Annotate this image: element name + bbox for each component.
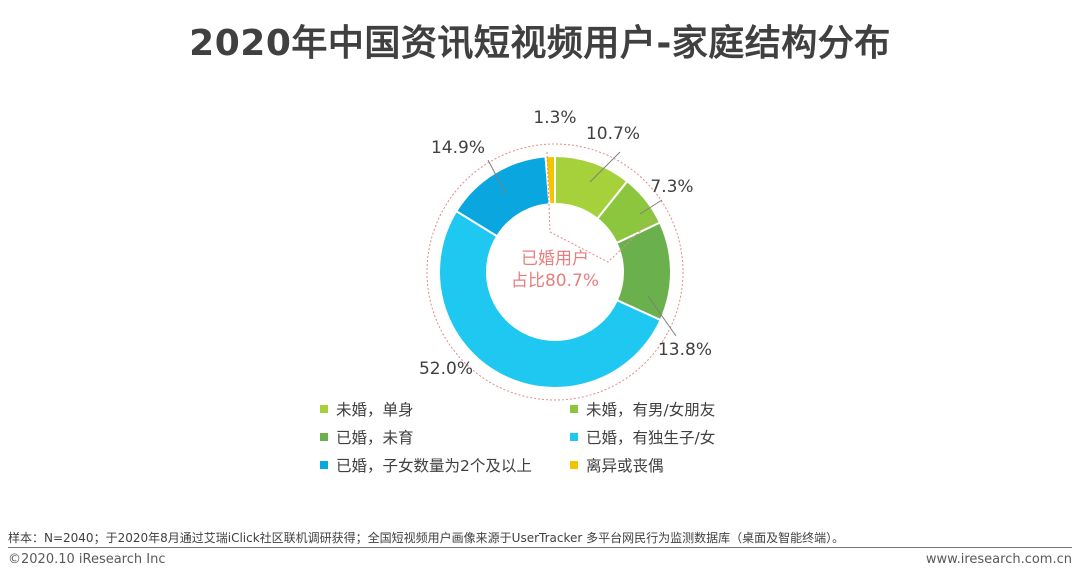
page-title: 2020年中国资讯短视频用户-家庭结构分布	[189, 23, 891, 64]
center-label: 已婚用户	[521, 249, 589, 269]
legend-swatch	[320, 432, 328, 441]
legend-swatch	[570, 460, 578, 469]
legend-item-dating: 未婚，有男/女朋友	[570, 398, 715, 420]
legend-item-one-child: 已婚，有独生子/女	[570, 426, 715, 448]
legend-item-multi-children: 已婚，子女数量为2个及以上	[320, 454, 532, 476]
legend-swatch	[320, 404, 328, 413]
data-label: 1.3%	[533, 108, 576, 128]
married-pointer	[546, 151, 657, 263]
data-label: 14.9%	[431, 138, 485, 158]
legend-item-married-no-child: 已婚，未育	[320, 426, 414, 448]
data-label: 7.3%	[650, 177, 693, 197]
legend-item-single: 未婚，单身	[320, 398, 414, 420]
data-label: 10.7%	[586, 124, 640, 144]
legend-label: 未婚，单身	[336, 401, 414, 419]
website-url: www.iresearch.com.cn	[925, 552, 1072, 567]
legend-label: 已婚，子女数量为2个及以上	[336, 457, 532, 475]
legend-swatch	[320, 460, 328, 469]
footer-divider	[8, 547, 1072, 548]
legend-label: 离异或丧偶	[586, 457, 664, 475]
leader-line	[647, 295, 677, 337]
legend-label: 已婚，未育	[336, 429, 414, 447]
legend-item-divorced-widowed: 离异或丧偶	[570, 454, 664, 476]
sample-note: 样本：N=2040；于2020年8月通过艾瑞iClick社区联机调研获得；全国短…	[8, 531, 845, 545]
legend-label: 未婚，有男/女朋友	[586, 401, 716, 419]
center-label: 占比80.7%	[511, 271, 599, 291]
legend-label: 已婚，有独生子/女	[586, 429, 716, 447]
donut-slice	[438, 209, 662, 390]
data-label: 13.8%	[658, 340, 712, 360]
leader-line	[639, 199, 663, 215]
leader-line	[589, 151, 621, 183]
copyright: ©2020.10 iResearch Inc	[8, 552, 166, 567]
leader-line	[487, 159, 507, 195]
married-highlight-ring	[426, 143, 684, 401]
data-label: 52.0%	[419, 359, 473, 379]
legend-swatch	[570, 432, 578, 441]
legend-swatch	[570, 404, 578, 413]
